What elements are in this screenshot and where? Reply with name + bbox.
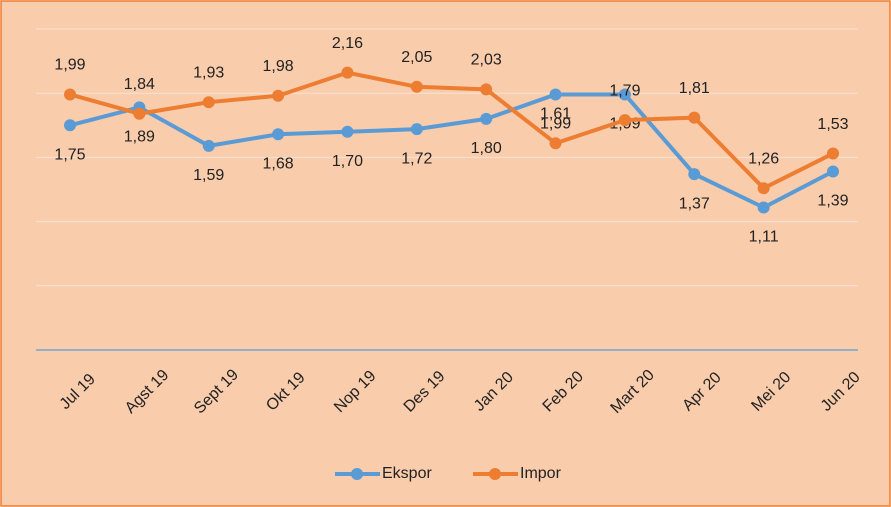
data-point (827, 147, 839, 160)
data-point (64, 88, 76, 101)
data-label: 1,59 (193, 167, 224, 184)
data-point (757, 182, 770, 195)
data-point (549, 137, 562, 150)
data-point (202, 139, 215, 152)
data-point (341, 66, 354, 79)
data-point (480, 112, 493, 125)
series-line (69, 92, 834, 210)
data-label: 1,61 (540, 105, 571, 122)
data-point (827, 165, 839, 178)
data-label: 1,89 (124, 129, 155, 146)
data-label: 1,80 (471, 140, 502, 157)
data-label: 1,99 (540, 116, 571, 133)
data-point (202, 96, 215, 109)
data-label: 1,68 (263, 156, 294, 173)
data-point (618, 114, 631, 127)
data-label: 1,93 (193, 64, 224, 81)
data-point (64, 119, 76, 132)
data-label: 1,98 (263, 58, 294, 75)
data-label: 1,37 (679, 195, 710, 212)
data-label: 1,26 (748, 150, 779, 167)
legend-marker (351, 468, 363, 480)
data-label: 1,75 (54, 147, 85, 164)
data-point (272, 128, 285, 141)
data-label: 1,39 (817, 193, 848, 210)
data-point (272, 89, 285, 102)
data-label: 1,84 (124, 76, 155, 93)
data-label: 2,03 (471, 52, 502, 69)
data-point (133, 107, 146, 120)
data-label: 1,99 (54, 57, 85, 74)
data-point (410, 123, 423, 136)
legend-label: Ekspor (382, 465, 432, 482)
data-point (410, 80, 423, 93)
data-point (341, 125, 354, 138)
data-label: 1,79 (609, 82, 640, 99)
data-point (757, 201, 770, 214)
series-line (69, 70, 834, 191)
data-label: 1,72 (401, 150, 432, 167)
data-label: 1,11 (749, 229, 779, 246)
legend-marker (489, 468, 501, 480)
data-point (688, 168, 701, 181)
data-point (480, 83, 493, 96)
data-label: 1,81 (679, 80, 710, 97)
data-label: 2,05 (401, 49, 432, 66)
data-point (618, 88, 631, 101)
data-label: 1,70 (332, 153, 363, 170)
data-label: 2,16 (332, 35, 363, 52)
data-point (688, 111, 701, 124)
data-label: 1,53 (817, 116, 848, 133)
legend-label: Impor (520, 465, 562, 482)
data-point (549, 88, 562, 101)
